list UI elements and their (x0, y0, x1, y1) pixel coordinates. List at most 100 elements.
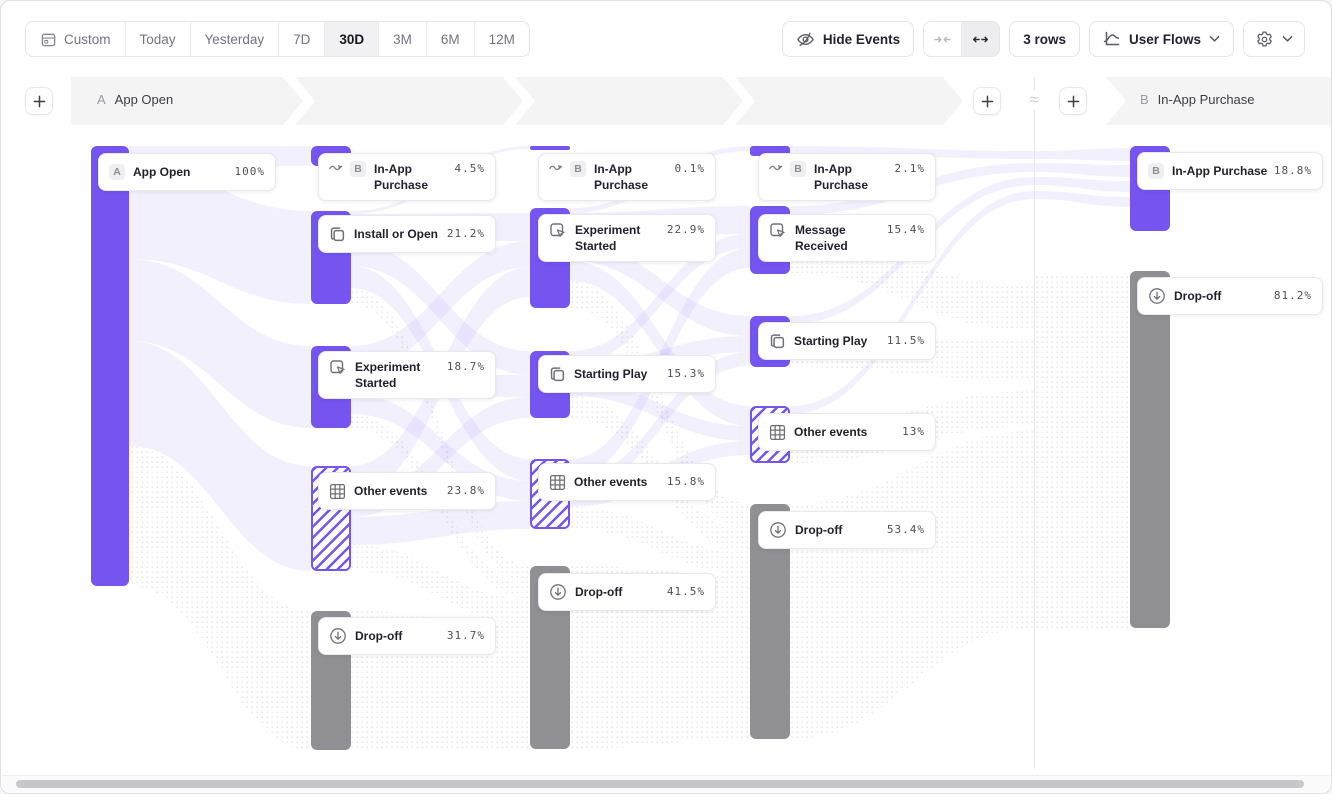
event-name: Message Received (795, 223, 848, 253)
event-card-app-open-start[interactable]: A App Open 100% (98, 153, 276, 191)
flow-bar-in-app-purchase-step-2[interactable] (530, 146, 570, 150)
step-band-segment-2[interactable] (295, 77, 523, 125)
event-card-other-events-step-2[interactable]: Other events 15.8% (538, 463, 716, 501)
event-card-install-or-open-step-1[interactable]: Install or Open 21.2% (318, 215, 496, 253)
event-percentage: 81.2% (1273, 289, 1312, 302)
step-letter-a: A (97, 92, 106, 107)
settings-dropdown[interactable] (1243, 21, 1305, 57)
event-card-other-events-step-1[interactable]: Other events 23.8% (318, 472, 496, 510)
event-percentage: 15.3% (666, 367, 705, 380)
arrows-in-icon (934, 32, 951, 47)
gear-icon (1255, 30, 1274, 49)
event-card-experiment-started-step-1[interactable]: Experiment Started 18.7% (318, 351, 496, 399)
event-name: Drop-off (795, 523, 843, 537)
event-percentage: 53.4% (886, 523, 925, 536)
step-band-segment-1[interactable] (71, 77, 303, 125)
event-percentage: 23.8% (446, 484, 485, 497)
plus-icon (33, 95, 45, 107)
date-range-label: 3M (393, 31, 412, 47)
add-step-mid-button[interactable] (973, 87, 1001, 115)
event-card-in-app-purchase-step-1[interactable]: B In-App Purchase 4.5% (318, 153, 496, 201)
event-name: Other events (574, 475, 648, 489)
date-range-today[interactable]: Today (124, 22, 190, 56)
event-letter-badge: B (570, 161, 586, 177)
toolbar: Custom Today Yesterday 7D 30D 3M 6M 12M Hide Ev… (1, 1, 1331, 69)
event-card-drop-off-end[interactable]: Drop-off 81.2% (1137, 277, 1323, 315)
event-name: Other events (794, 425, 868, 439)
event-icon (769, 333, 786, 350)
event-name: Drop-off (1174, 289, 1222, 303)
step-band-segment-end[interactable] (1106, 77, 1331, 125)
event-card-starting-play-step-3[interactable]: Starting Play 11.5% (758, 322, 936, 360)
event-icon (549, 366, 566, 383)
flow-bar-drop-off-end[interactable] (1130, 271, 1170, 628)
event-percentage: 2.1% (894, 162, 925, 175)
view-selector-label: User Flows (1128, 31, 1201, 47)
event-percentage: 22.9% (666, 223, 705, 236)
date-range-custom[interactable]: Custom (26, 22, 125, 56)
event-name: In-App Purchase (814, 162, 869, 192)
event-letter-badge: B (790, 161, 806, 177)
dropoff-icon (1148, 287, 1166, 305)
event-percentage: 13% (902, 425, 925, 438)
chevron-down-icon (1209, 35, 1220, 43)
event-card-drop-off-step-3[interactable]: Drop-off 53.4% (758, 511, 936, 549)
event-card-drop-off-step-2[interactable]: Drop-off 41.5% (538, 573, 716, 611)
custom-event-icon (329, 359, 347, 377)
event-percentage: 100% (234, 165, 265, 178)
date-range-12m[interactable]: 12M (473, 22, 529, 56)
event-name: Starting Play (574, 367, 648, 381)
flow-bar-in-app-purchase-step-3[interactable] (750, 146, 790, 156)
event-name: Drop-off (575, 585, 623, 599)
event-letter-badge: B (1148, 163, 1164, 179)
event-card-message-received-step-3[interactable]: Message Received 15.4% (758, 214, 936, 262)
event-card-drop-off-step-1[interactable]: Drop-off 31.7% (318, 617, 496, 655)
step-band-segment-4[interactable] (735, 77, 963, 125)
rows-button[interactable]: 3 rows (1009, 21, 1080, 57)
rows-label: 3 rows (1023, 31, 1066, 47)
event-icon (329, 226, 346, 243)
view-selector-dropdown[interactable]: User Flows (1088, 21, 1234, 57)
event-card-in-app-purchase-step-2[interactable]: B In-App Purchase 0.1% (538, 153, 716, 201)
date-range-7d[interactable]: 7D (278, 22, 324, 56)
event-name: In-App Purchase (594, 162, 649, 192)
event-percentage: 15.4% (886, 223, 925, 236)
event-name: Install or Open (354, 227, 439, 241)
event-card-in-app-purchase-step-3[interactable]: B In-App Purchase 2.1% (758, 153, 936, 201)
other-icon (769, 424, 786, 441)
indirect-arrow-icon (549, 161, 564, 173)
event-letter-badge: A (109, 164, 125, 180)
event-name: In-App Purchase (1172, 164, 1268, 178)
collapse-expand-control (923, 21, 1001, 57)
date-range-3m[interactable]: 3M (378, 22, 426, 56)
step-band-segment-3[interactable] (515, 77, 743, 125)
plus-icon (1067, 95, 1079, 107)
chevron-down-icon (1282, 35, 1293, 43)
date-range-label: 12M (488, 31, 515, 47)
approx-symbol: ≈ (1021, 90, 1047, 110)
hide-events-button[interactable]: Hide Events (781, 21, 915, 57)
event-card-in-app-purchase-end[interactable]: B In-App Purchase 18.8% (1137, 152, 1323, 190)
event-percentage: 4.5% (454, 162, 485, 175)
add-step-start-button[interactable] (25, 87, 53, 115)
date-range-yesterday[interactable]: Yesterday (189, 22, 279, 56)
event-card-starting-play-step-2[interactable]: Starting Play 15.3% (538, 355, 716, 393)
event-percentage: 11.5% (886, 334, 925, 347)
date-range-30d[interactable]: 30D (324, 22, 379, 56)
horizontal-scrollbar-thumb[interactable] (16, 780, 1304, 788)
event-card-other-events-step-3[interactable]: Other events 13% (758, 413, 936, 451)
event-card-experiment-started-step-2[interactable]: Experiment Started 22.9% (538, 214, 716, 262)
calendar-icon (40, 31, 57, 48)
flow-bar-app-open-start[interactable] (91, 146, 129, 586)
add-step-end-button[interactable] (1059, 87, 1087, 115)
horizontal-scrollbar-track[interactable] (2, 775, 1330, 792)
date-range-label: Yesterday (204, 31, 265, 47)
toolbar-right: Hide Events 3 rows (781, 21, 1305, 57)
collapse-columns-button[interactable] (924, 22, 961, 56)
event-name: Experiment Started (355, 360, 421, 390)
date-range-6m[interactable]: 6M (425, 22, 474, 56)
expand-columns-button[interactable] (961, 22, 1000, 56)
other-icon (549, 474, 566, 491)
